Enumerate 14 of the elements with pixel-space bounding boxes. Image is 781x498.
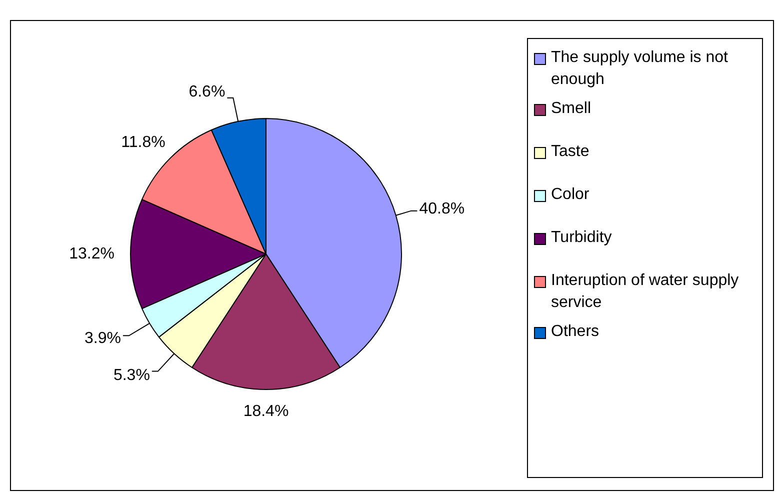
data-label: 40.8% xyxy=(419,200,465,218)
data-label: 5.3% xyxy=(113,367,150,384)
legend-label: Turbidity xyxy=(551,228,612,248)
legend-label: The supply volume is not enough xyxy=(551,48,729,90)
legend-label: Color xyxy=(551,185,590,205)
legend-label: Taste xyxy=(551,142,590,162)
data-label: 18.4% xyxy=(243,402,289,420)
data-label: 6.6% xyxy=(188,83,226,100)
legend-label: Interuption of water supply service xyxy=(551,271,740,313)
data-label: 13.2% xyxy=(69,245,115,262)
legend-label: Others xyxy=(551,322,600,342)
data-label: 3.9% xyxy=(84,330,121,348)
data-label: 11.8% xyxy=(121,134,166,152)
legend-label: Smell xyxy=(551,99,592,119)
